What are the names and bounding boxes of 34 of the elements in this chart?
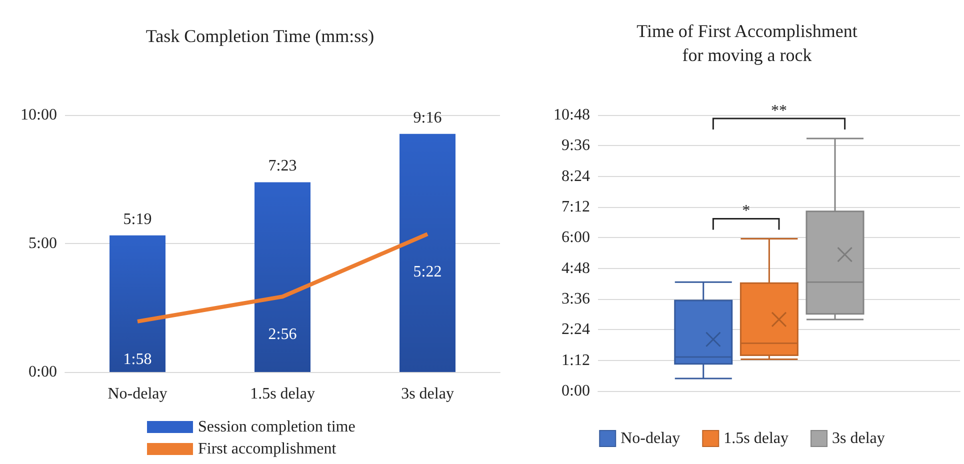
y-tick-label: 7:12 bbox=[562, 198, 590, 216]
data-label: 7:23 bbox=[268, 158, 297, 175]
y-tick-label: 10:00 bbox=[20, 106, 57, 124]
annotation: ** bbox=[771, 102, 787, 120]
bar bbox=[400, 134, 456, 372]
y-tick-label: 3:36 bbox=[562, 290, 590, 308]
x-tick-label: No-delay bbox=[108, 386, 168, 402]
y-tick-label: 2:24 bbox=[562, 321, 590, 338]
legend-label: First accomplishment bbox=[198, 440, 337, 458]
data-label: 1:58 bbox=[123, 350, 152, 368]
data-label: 5:19 bbox=[123, 210, 152, 228]
data-label: 5:22 bbox=[413, 264, 442, 281]
y-tick-label: 10:48 bbox=[554, 106, 590, 124]
chart-title: Task Completion Time (mm:ss) bbox=[146, 26, 374, 46]
bar bbox=[254, 182, 310, 372]
bar bbox=[110, 235, 166, 372]
y-tick-label: 4:48 bbox=[562, 260, 590, 277]
legend-label: 1.5s delay bbox=[724, 430, 789, 447]
legend-label: Session completion time bbox=[198, 418, 356, 436]
y-tick-label: 0:00 bbox=[28, 364, 57, 380]
x-tick-label: 1.5s delay bbox=[250, 386, 315, 402]
x-tick-label: 3s delay bbox=[401, 386, 454, 402]
y-tick-label: 8:24 bbox=[562, 168, 590, 185]
annotation: * bbox=[742, 202, 750, 220]
legend-label: 3s delay bbox=[832, 430, 885, 447]
y-tick-label: 5:00 bbox=[28, 235, 57, 252]
chart-title: Time of First Accomplishment for moving a rock bbox=[636, 21, 858, 65]
y-tick-label: 1:12 bbox=[562, 352, 590, 369]
data-label: 9:16 bbox=[413, 109, 442, 126]
legend-label: No-delay bbox=[620, 430, 680, 447]
data-label: 2:56 bbox=[268, 326, 297, 344]
y-tick-label: 9:36 bbox=[562, 137, 590, 154]
y-tick-label: 6:00 bbox=[562, 229, 590, 246]
y-tick-label: 0:00 bbox=[562, 382, 590, 400]
